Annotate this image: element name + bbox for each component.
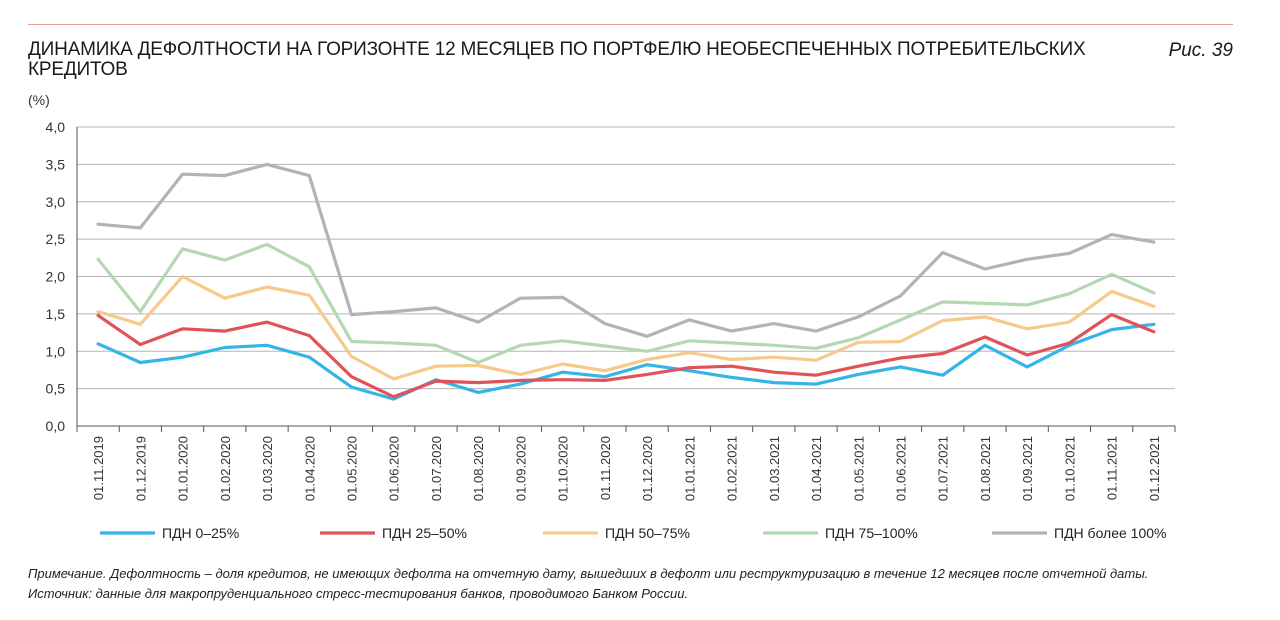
x-tick-label: 01.02.2020 — [218, 436, 233, 501]
series-line — [96, 313, 1156, 399]
y-tick-label: 2,5 — [46, 231, 66, 247]
legend-label: ПДН 25–50% — [382, 525, 467, 541]
series-line — [96, 274, 1156, 381]
y-unit-label: (%) — [28, 92, 50, 108]
x-axis: 01.11.2019 01.12.2019 01.01.2020 01.02.2020… — [76, 127, 1176, 501]
y-tick-label: 3,5 — [46, 156, 66, 172]
series-line — [96, 322, 1156, 401]
figure-label: Рис. 39 — [1168, 40, 1233, 61]
note-text: Примечание. Дефолтность – доля кредитов,… — [28, 566, 1149, 581]
y-tick-label: 1,0 — [46, 343, 66, 359]
x-tick-label: 01.07.2021 — [936, 436, 951, 501]
x-tick-label: 01.12.2021 — [1147, 436, 1162, 501]
x-tick-label: 01.08.2021 — [978, 436, 993, 501]
x-tick-label: 01.11.2019 — [91, 436, 106, 500]
legend: ПДН 0–25% ПДН 25–50% ПДН 50–75% ПДН 75–100%… — [100, 525, 1166, 541]
x-tick-label: 01.06.2021 — [894, 436, 909, 501]
x-tick-label: 01.11.2020 — [598, 436, 613, 500]
x-tick-label: 01.10.2020 — [556, 436, 571, 501]
series-lines — [96, 162, 1156, 401]
x-tick-label: 01.05.2021 — [851, 436, 866, 501]
source-text: Источник: данные для макропруденциальног… — [28, 586, 689, 601]
x-tick-label: 01.09.2021 — [1020, 436, 1035, 501]
x-tick-label: 01.10.2021 — [1062, 436, 1077, 501]
chart-title: ДИНАМИКА ДЕФОЛТНОСТИ НА ГОРИЗОНТЕ 12 МЕС… — [28, 39, 1086, 80]
x-tick-label: 01.09.2020 — [513, 436, 528, 501]
x-tick-label: 01.07.2020 — [429, 436, 444, 501]
y-tick-label: 0,0 — [46, 418, 66, 434]
series-line — [96, 242, 1156, 365]
x-tick-label: 01.06.2020 — [387, 436, 402, 501]
x-tick-label: 01.12.2020 — [640, 436, 655, 501]
x-tick-label: 01.03.2021 — [767, 436, 782, 501]
x-tick-label: 01.11.2021 — [1105, 436, 1120, 500]
chart-notes: Примечание. Дефолтность – доля кредитов,… — [28, 564, 1148, 604]
legend-label: ПДН более 100% — [1054, 525, 1166, 541]
y-tick-label: 4,0 — [46, 119, 66, 135]
y-tick-label: 0,5 — [46, 381, 66, 397]
x-tick-label: 01.12.2019 — [133, 436, 148, 501]
top-rule — [28, 24, 1233, 25]
x-tick-label: 01.05.2020 — [345, 436, 360, 501]
x-tick-label: 01.08.2020 — [471, 436, 486, 501]
x-tick-label: 01.01.2021 — [682, 436, 697, 501]
line-chart: 0,00,51,01,52,02,53,03,54,0 01.11.2019 01… — [46, 119, 1176, 541]
x-tick-label: 01.04.2020 — [302, 436, 317, 501]
y-tick-label: 3,0 — [46, 194, 66, 210]
legend-label: ПДН 50–75% — [605, 525, 690, 541]
y-tick-label: 1,5 — [46, 306, 66, 322]
legend-label: ПДН 0–25% — [162, 525, 239, 541]
x-tick-label: 01.02.2021 — [725, 436, 740, 501]
x-tick-label: 01.01.2020 — [176, 436, 191, 501]
series-line — [96, 162, 1156, 338]
gridlines — [77, 126, 1175, 390]
y-tick-labels: 0,0 0,5 1,0 1,5 2,0 2,5 3,0 3,5 4,0 — [46, 119, 66, 434]
x-tick-label: 01.04.2021 — [809, 436, 824, 501]
y-tick-label: 2,0 — [46, 269, 66, 285]
legend-label: ПДН 75–100% — [825, 525, 918, 541]
x-tick-label: 01.03.2020 — [260, 436, 275, 501]
